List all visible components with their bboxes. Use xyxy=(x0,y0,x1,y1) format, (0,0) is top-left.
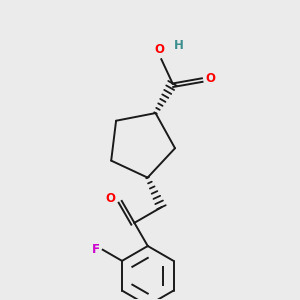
Text: O: O xyxy=(105,192,115,205)
Text: O: O xyxy=(206,72,215,85)
Text: H: H xyxy=(174,39,184,52)
Text: F: F xyxy=(92,243,100,256)
Text: O: O xyxy=(155,43,165,56)
